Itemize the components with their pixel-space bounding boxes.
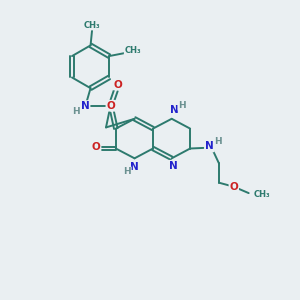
Text: N: N <box>205 141 214 152</box>
Text: N: N <box>81 101 90 111</box>
Text: N: N <box>130 162 139 172</box>
Text: H: H <box>214 137 222 146</box>
Text: CH₃: CH₃ <box>84 21 100 30</box>
Text: H: H <box>72 107 80 116</box>
Text: O: O <box>230 182 238 192</box>
Text: CH₃: CH₃ <box>253 190 270 199</box>
Text: CH₃: CH₃ <box>124 46 141 55</box>
Text: O: O <box>92 142 100 152</box>
Text: O: O <box>106 101 115 111</box>
Text: O: O <box>114 80 123 90</box>
Text: N: N <box>170 106 178 116</box>
Text: H: H <box>123 167 131 176</box>
Text: H: H <box>178 101 186 110</box>
Text: N: N <box>169 161 178 171</box>
